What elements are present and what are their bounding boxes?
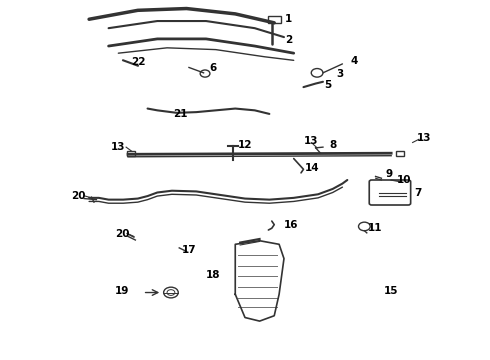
Text: 12: 12 — [238, 140, 252, 150]
Text: 15: 15 — [384, 287, 398, 296]
Text: 13: 13 — [416, 133, 431, 143]
Bar — [127, 152, 135, 157]
Text: 20: 20 — [71, 191, 86, 201]
Text: 1: 1 — [285, 14, 293, 24]
Text: 14: 14 — [305, 163, 319, 173]
Text: 5: 5 — [324, 80, 331, 90]
Text: 6: 6 — [210, 63, 217, 73]
Text: 20: 20 — [115, 229, 129, 239]
Text: 8: 8 — [329, 140, 336, 150]
Text: 18: 18 — [206, 270, 220, 280]
Text: 17: 17 — [182, 246, 196, 255]
Text: 9: 9 — [386, 168, 393, 179]
Text: 2: 2 — [285, 35, 293, 45]
Polygon shape — [235, 241, 284, 321]
Text: 22: 22 — [131, 57, 146, 67]
Text: 3: 3 — [336, 69, 343, 79]
Text: 19: 19 — [115, 287, 129, 296]
Text: 11: 11 — [368, 223, 382, 233]
Bar — [396, 152, 404, 157]
Bar — [269, 16, 281, 23]
Text: 13: 13 — [111, 142, 125, 152]
Text: 21: 21 — [173, 109, 188, 119]
Text: 10: 10 — [396, 175, 411, 185]
Text: 4: 4 — [351, 56, 358, 66]
Text: 13: 13 — [303, 136, 318, 147]
Text: 7: 7 — [414, 188, 422, 198]
Text: 16: 16 — [284, 220, 298, 230]
